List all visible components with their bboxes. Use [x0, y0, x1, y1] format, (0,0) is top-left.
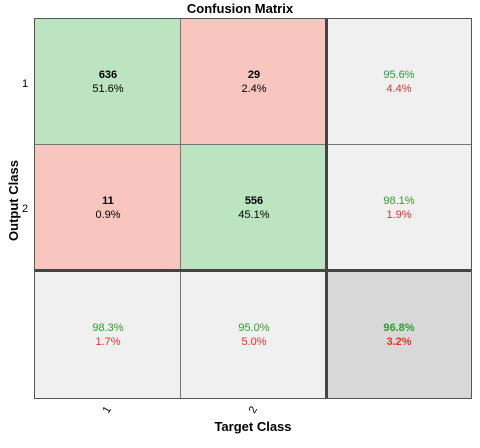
cell-r1c2-percent: 2.4% — [241, 83, 267, 95]
overall-summary: 96.8% 3.2% — [327, 271, 471, 398]
overall-correct: 96.8% — [383, 321, 415, 334]
cell-r2c2-count: 556 — [244, 195, 264, 207]
confusion-matrix: 636 51.6% 29 2.4% 95.6% 4.4% 11 0.9% 556… — [34, 18, 472, 399]
row2-summary: 98.1% 1.9% — [327, 145, 471, 271]
y-tick-1: 1 — [21, 78, 29, 90]
col1-summary-wrong: 1.7% — [95, 335, 121, 348]
cell-r1c2: 29 2.4% — [181, 19, 327, 145]
cell-r1c1-count: 636 — [98, 69, 118, 81]
cell-r2c1: 11 0.9% — [35, 145, 181, 271]
cell-r2c2: 556 45.1% — [181, 145, 327, 271]
y-axis-label: Output Class — [5, 159, 21, 241]
cell-r2c2-percent: 45.1% — [238, 209, 270, 221]
chart-title: Confusion Matrix — [186, 1, 294, 16]
row1-summary-correct: 95.6% — [383, 69, 415, 81]
row1-summary-wrong: 4.4% — [386, 83, 412, 95]
col2-summary-correct: 95.0% — [238, 321, 270, 334]
row1-summary: 95.6% 4.4% — [327, 19, 471, 145]
y-tick-2: 2 — [21, 203, 29, 215]
x-axis-label: Target Class — [214, 419, 292, 434]
cell-r2c1-count: 11 — [102, 195, 114, 207]
cell-r2c1-percent: 0.9% — [95, 209, 121, 221]
grid-line-v1 — [180, 19, 181, 398]
cell-r1c1: 636 51.6% — [35, 19, 181, 145]
row2-summary-wrong: 1.9% — [386, 209, 412, 221]
col2-summary-wrong: 5.0% — [241, 335, 267, 348]
overall-wrong: 3.2% — [386, 335, 412, 348]
summary-divider-h — [35, 269, 471, 272]
col1-summary: 98.3% 1.7% — [35, 271, 181, 398]
cell-r1c2-count: 29 — [247, 69, 261, 81]
col2-summary: 95.0% 5.0% — [181, 271, 327, 398]
y-axis-label-wrap: Output Class — [2, 60, 24, 340]
summary-divider-v — [325, 19, 328, 398]
grid-line-h1 — [35, 144, 471, 145]
row2-summary-correct: 98.1% — [383, 195, 415, 207]
cell-r1c1-percent: 51.6% — [92, 83, 124, 95]
col1-summary-correct: 98.3% — [92, 321, 124, 334]
